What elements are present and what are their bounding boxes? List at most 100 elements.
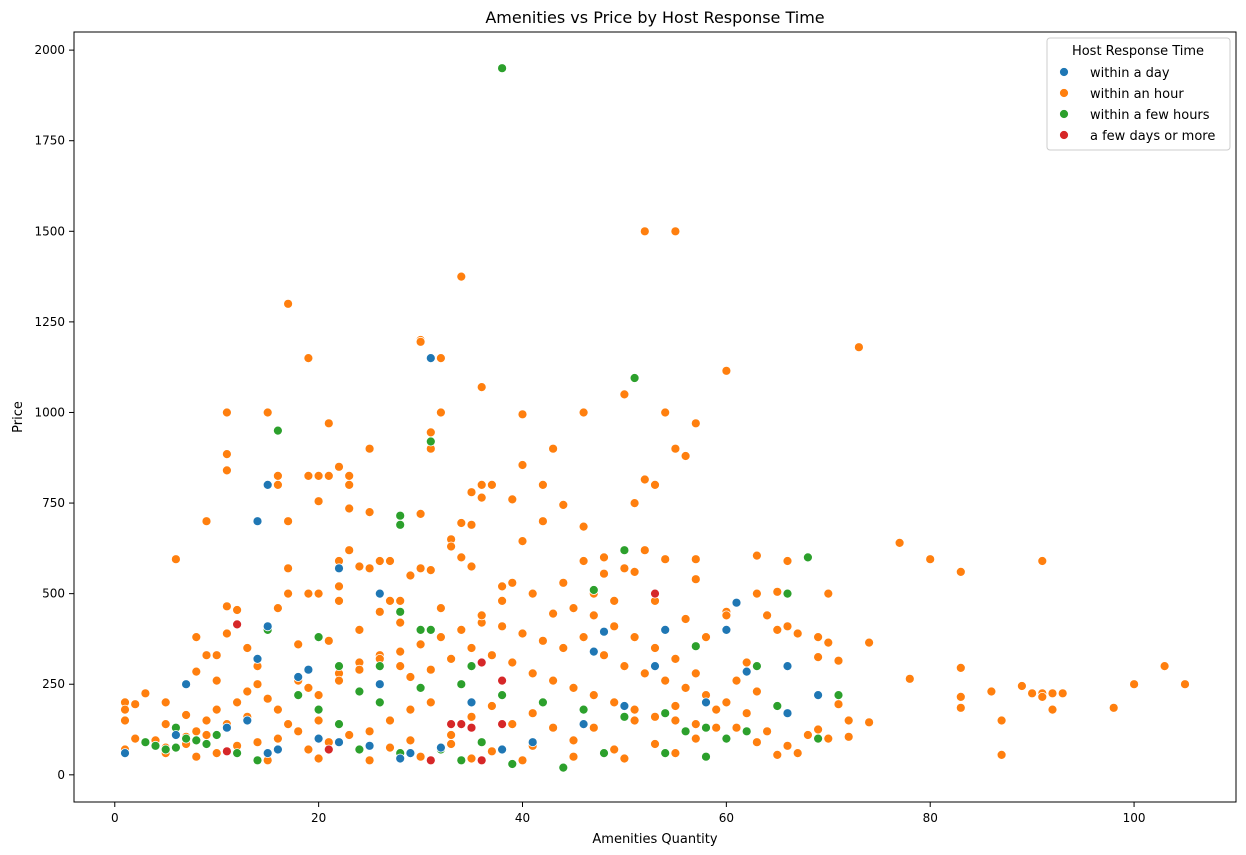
- data-point: [568, 603, 579, 613]
- data-point: [1017, 681, 1027, 691]
- data-point: [201, 730, 212, 740]
- x-tick-label: 80: [923, 811, 938, 825]
- data-point: [660, 748, 671, 758]
- data-point: [639, 226, 650, 237]
- data-point: [425, 353, 436, 364]
- y-tick-label: 250: [42, 677, 65, 691]
- data-point: [629, 373, 640, 383]
- x-axis: 0 20 40 60 80 100: [111, 802, 1146, 825]
- data-point: [415, 336, 426, 347]
- data-point: [201, 516, 212, 527]
- data-point: [446, 654, 457, 664]
- x-tick-label: 100: [1123, 811, 1146, 825]
- data-point: [813, 632, 823, 642]
- data-point: [476, 755, 487, 766]
- data-point: [864, 637, 874, 648]
- data-point: [925, 554, 936, 565]
- data-point: [497, 581, 508, 592]
- data-point: [415, 563, 426, 574]
- data-point: [221, 722, 232, 733]
- data-point: [670, 715, 681, 726]
- data-point: [272, 470, 283, 481]
- x-tick-label: 40: [515, 811, 530, 825]
- data-point: [609, 621, 620, 632]
- data-point: [823, 733, 834, 744]
- data-point: [558, 762, 569, 773]
- data-point: [374, 679, 385, 690]
- data-point: [507, 657, 518, 668]
- legend-label: within a few hours: [1090, 108, 1210, 123]
- data-point: [639, 474, 650, 485]
- data-point: [538, 516, 548, 527]
- data-point: [578, 521, 589, 532]
- data-point: [507, 719, 518, 729]
- chart-title: Amenities vs Price by Host Response Time: [485, 8, 824, 27]
- data-point: [262, 407, 273, 418]
- data-point: [599, 552, 609, 563]
- data-point: [619, 545, 630, 556]
- data-point: [680, 726, 691, 737]
- data-point: [181, 679, 192, 690]
- data-point: [334, 737, 344, 748]
- data-point: [466, 753, 477, 764]
- data-point: [181, 710, 192, 720]
- data-point: [955, 692, 966, 702]
- data-point: [364, 755, 375, 766]
- data-point: [395, 753, 406, 764]
- data-point: [232, 619, 243, 630]
- data-point: [313, 704, 324, 715]
- data-point: [293, 672, 304, 682]
- data-point: [466, 697, 477, 708]
- data-point: [599, 748, 609, 758]
- data-point: [772, 586, 783, 597]
- legend-marker: [1059, 88, 1069, 98]
- data-point: [568, 751, 579, 762]
- data-point: [752, 737, 762, 748]
- data-point: [588, 585, 599, 595]
- data-point: [792, 748, 803, 758]
- data-point: [507, 494, 518, 505]
- data-point: [660, 554, 671, 565]
- data-point: [578, 632, 589, 642]
- data-point: [334, 675, 344, 686]
- data-point: [843, 715, 854, 726]
- data-point: [690, 719, 701, 729]
- data-point: [120, 748, 130, 758]
- data-point: [782, 588, 793, 599]
- data-point: [191, 666, 202, 677]
- legend-title: Host Response Time: [1072, 44, 1204, 59]
- data-point: [609, 596, 620, 606]
- data-point: [313, 753, 324, 764]
- data-point: [415, 509, 426, 519]
- data-point: [823, 637, 834, 648]
- data-point: [711, 722, 722, 733]
- data-point: [456, 625, 467, 635]
- data-point: [497, 719, 508, 729]
- data-point: [507, 759, 518, 769]
- data-point: [323, 744, 334, 755]
- data-point: [435, 603, 446, 613]
- data-point: [721, 610, 732, 621]
- data-point: [660, 675, 671, 686]
- data-point: [497, 744, 508, 755]
- data-point: [232, 605, 243, 615]
- data-point: [374, 697, 385, 708]
- data-point: [578, 407, 589, 418]
- data-point: [435, 742, 446, 753]
- data-point: [650, 588, 660, 599]
- data-point: [619, 661, 630, 671]
- data-point: [405, 735, 416, 746]
- data-point: [476, 492, 487, 503]
- data-point: [517, 755, 528, 766]
- data-point: [354, 625, 365, 635]
- data-point: [955, 567, 966, 577]
- data-point: [527, 668, 538, 679]
- plot-area: [73, 31, 1237, 803]
- data-point: [354, 664, 365, 675]
- data-point: [741, 657, 752, 668]
- data-point: [344, 470, 355, 481]
- data-point: [731, 722, 742, 733]
- data-point: [395, 510, 406, 521]
- data-point: [242, 715, 253, 726]
- data-point: [650, 739, 660, 749]
